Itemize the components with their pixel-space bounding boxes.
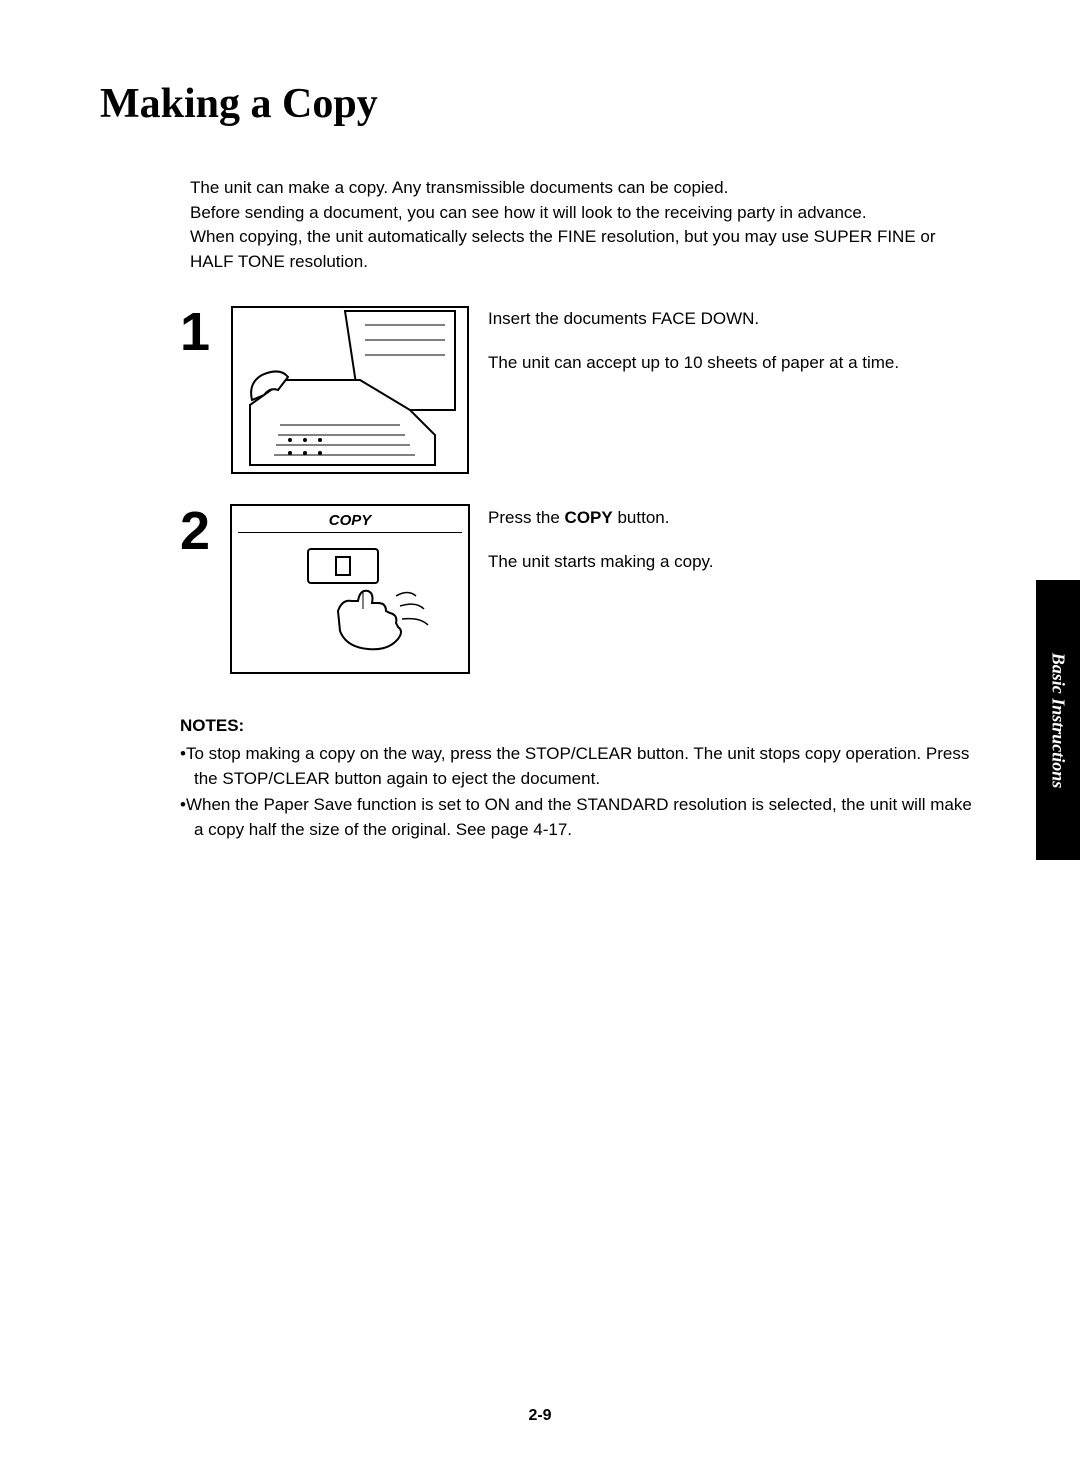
copy-button-label: COPY: [238, 512, 462, 533]
step-1-text: The unit can accept up to 10 sheets of p…: [488, 351, 980, 376]
section-tab-label: Basic Instructions: [1048, 652, 1069, 788]
notes-block: NOTES: •To stop making a copy on the way…: [180, 714, 980, 843]
intro-line: The unit can make a copy. Any transmissi…: [190, 176, 980, 201]
step-1-text: Insert the documents FACE DOWN.: [488, 307, 980, 332]
step-1: 1: [180, 305, 980, 480]
step-number: 1: [180, 305, 230, 359]
step-2-text: The unit starts making a copy.: [488, 550, 980, 575]
page-number: 2-9: [0, 1407, 1080, 1425]
step-2-figure: COPY: [230, 504, 470, 674]
step-2: 2 COPY: [180, 504, 980, 674]
intro-block: The unit can make a copy. Any transmissi…: [190, 176, 980, 275]
intro-line: Before sending a document, you can see h…: [190, 201, 980, 226]
section-tab: Basic Instructions: [1036, 580, 1080, 860]
note-item: •To stop making a copy on the way, press…: [180, 742, 980, 791]
intro-line: When copying, the unit automatically sel…: [190, 225, 980, 274]
page-title: Making a Copy: [100, 80, 980, 128]
notes-heading: NOTES:: [180, 714, 980, 739]
step-1-figure: [230, 305, 470, 480]
step-2-text: Press the COPY button.: [488, 506, 980, 531]
note-item: •When the Paper Save function is set to …: [180, 793, 980, 842]
step-number: 2: [180, 504, 230, 558]
